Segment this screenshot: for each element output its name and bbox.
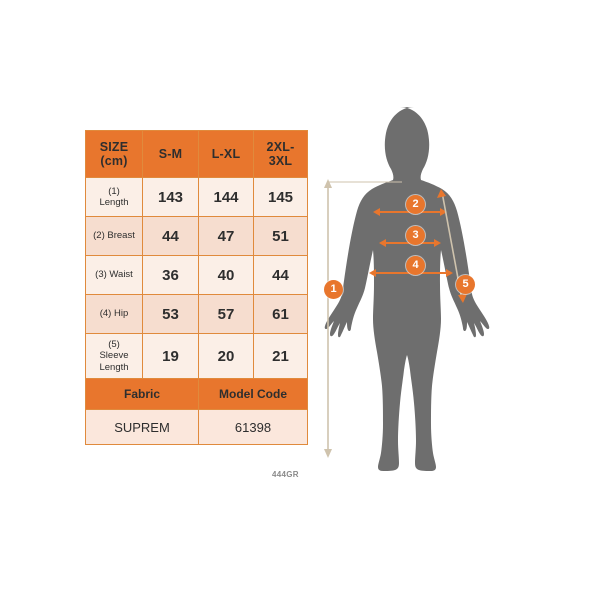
- cell-breast-lxl: 47: [198, 216, 254, 256]
- silhouette-shape: [324, 107, 490, 471]
- marker-sleeve: 5: [456, 275, 475, 294]
- row-label-line2: Sleeve: [99, 350, 129, 362]
- table-header: SIZE (cm) S-M L-XL 2XL- 3XL: [85, 130, 308, 178]
- cell-length-sm: 143: [142, 177, 199, 217]
- row-label-line3: Length: [99, 361, 129, 373]
- cell-length-2xl3xl: 145: [253, 177, 308, 217]
- column-header-2xl3xl: 2XL- 3XL: [253, 130, 308, 178]
- cell-breast-2xl3xl: 51: [253, 216, 308, 256]
- row-label-waist: (3) Waist: [85, 255, 143, 295]
- table-footer-header-row: Fabric Model Code: [85, 378, 308, 410]
- footer-header-model-code: Model Code: [198, 378, 308, 410]
- row-label-length: (1) Length: [85, 177, 143, 217]
- cell-hip-2xl3xl: 61: [253, 294, 308, 334]
- cell-sleeve-lxl: 20: [198, 333, 254, 379]
- cell-sleeve-2xl3xl: 21: [253, 333, 308, 379]
- table-row: (4) Hip 53 57 61: [85, 294, 308, 334]
- cell-hip-sm: 53: [142, 294, 199, 334]
- row-label-hip: (4) Hip: [85, 294, 143, 334]
- marker-breast: 2: [406, 195, 425, 214]
- cell-waist-2xl3xl: 44: [253, 255, 308, 295]
- cell-waist-lxl: 40: [198, 255, 254, 295]
- size-chart-table: SIZE (cm) S-M L-XL 2XL- 3XL (1) Le: [85, 130, 308, 445]
- table-row: (2) Breast 44 47 51: [85, 216, 308, 256]
- length-guide-arrow: [324, 179, 402, 458]
- xxl-header-line2: 3XL: [268, 154, 293, 168]
- table-row: (3) Waist 36 40 44: [85, 255, 308, 295]
- size-header-line2: (cm): [100, 154, 128, 168]
- row-label-sleeve-length: (5) Sleeve Length: [85, 333, 143, 379]
- size-header-line1: SIZE: [99, 139, 129, 154]
- cell-length-lxl: 144: [198, 177, 254, 217]
- column-header-sm: S-M: [142, 130, 199, 178]
- row-label-line1: (5): [108, 338, 120, 350]
- cell-waist-sm: 36: [142, 255, 199, 295]
- row-label-line1: (3) Waist: [95, 269, 133, 281]
- sm-header-label: S-M: [158, 146, 183, 161]
- marker-length: 1: [324, 280, 343, 299]
- row-label-line2: Length: [99, 197, 129, 208]
- column-header-size: SIZE (cm): [85, 130, 143, 178]
- cell-breast-sm: 44: [142, 216, 199, 256]
- marker-hip: 4: [406, 256, 425, 275]
- lxl-header-label: L-XL: [211, 146, 241, 161]
- row-label-line1: (2) Breast: [93, 230, 135, 242]
- product-code-tag: 444GR: [272, 470, 299, 479]
- footer-header-fabric: Fabric: [85, 378, 199, 410]
- footer-value-model-code: 61398: [198, 409, 308, 445]
- row-label-breast: (2) Breast: [85, 216, 143, 256]
- table-row: (1) Length 143 144 145: [85, 177, 308, 217]
- xxl-header-line1: 2XL-: [266, 139, 295, 154]
- table-footer-value-row: SUPREM 61398: [85, 409, 308, 445]
- row-label-line1: (4) Hip: [99, 308, 129, 320]
- table-row: (5) Sleeve Length 19 20 21: [85, 333, 308, 379]
- cell-sleeve-sm: 19: [142, 333, 199, 379]
- cell-hip-lxl: 57: [198, 294, 254, 334]
- row-label-line1: (1): [108, 185, 120, 197]
- female-silhouette-illustration: [324, 107, 490, 471]
- measurement-figure: 1 2 3 4 5: [310, 95, 520, 495]
- column-header-lxl: L-XL: [198, 130, 254, 178]
- table-header-row: SIZE (cm) S-M L-XL 2XL- 3XL: [85, 130, 308, 178]
- footer-value-fabric: SUPREM: [85, 409, 199, 445]
- marker-waist: 3: [406, 226, 425, 245]
- table-body: (1) Length 143 144 145 (2) Breast 44 47 …: [85, 177, 308, 445]
